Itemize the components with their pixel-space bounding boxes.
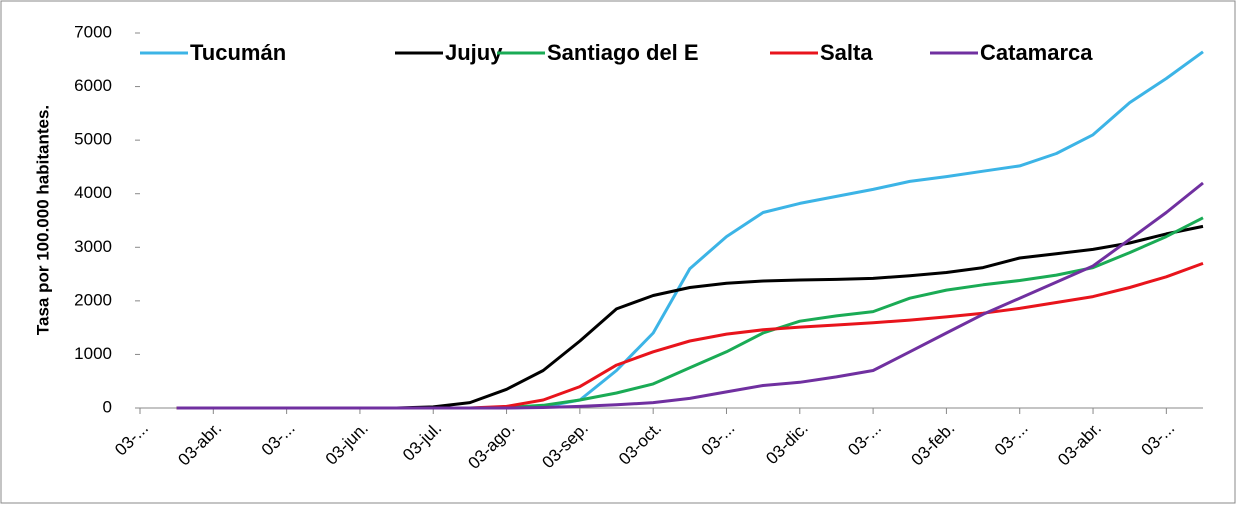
y-tick-label: 7000 xyxy=(74,22,112,41)
legend-label: Salta xyxy=(820,40,873,65)
y-tick-label: 0 xyxy=(103,397,112,416)
legend-label: Catamarca xyxy=(980,40,1093,65)
y-axis-label: Tasa por 100.000 habitantes. xyxy=(33,105,52,335)
y-tick-label: 4000 xyxy=(74,183,112,202)
legend-label: Tucumán xyxy=(190,40,286,65)
legend-label: Santiago del E xyxy=(547,40,699,65)
y-tick-label: 2000 xyxy=(74,290,112,309)
y-tick-label: 5000 xyxy=(74,130,112,149)
y-tick-label: 3000 xyxy=(74,237,112,256)
y-tick-label: 6000 xyxy=(74,76,112,95)
legend-label: Jujuy xyxy=(445,40,503,65)
y-tick-label: 1000 xyxy=(74,344,112,363)
series-line xyxy=(176,181,1204,410)
